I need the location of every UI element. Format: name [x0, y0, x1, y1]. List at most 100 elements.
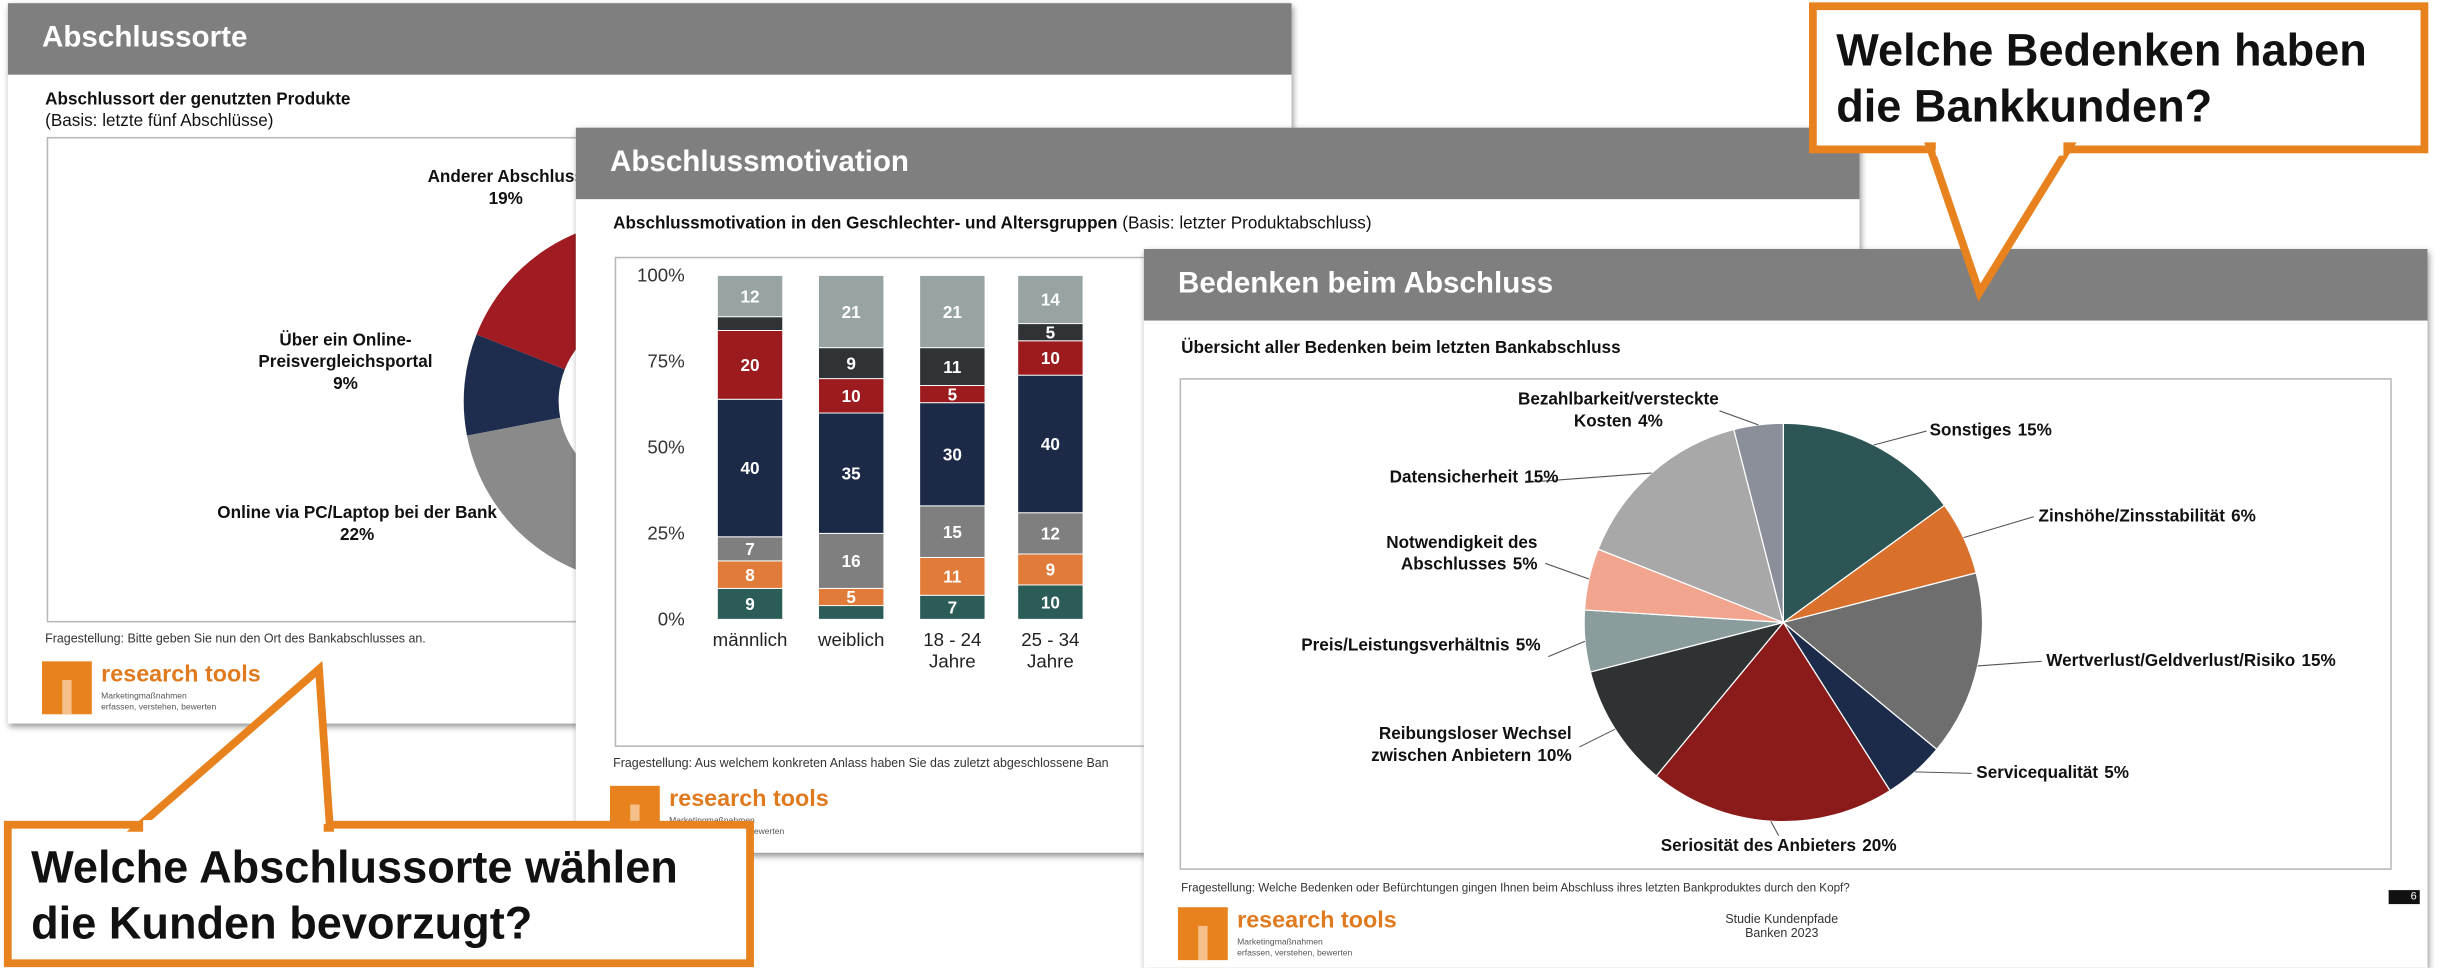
- bar-segment: [716, 536, 784, 562]
- bar-value-label: 7: [948, 599, 958, 618]
- bar-value-label: 5: [846, 588, 856, 607]
- bar-segment: [716, 560, 784, 589]
- data-label: Bezahlbarkeit/versteckte Kosten 4%: [1494, 389, 1743, 433]
- chart: [1524, 410, 2042, 836]
- label-category: Anderer Abschluss: [427, 168, 584, 187]
- x-tick-label: männlich: [703, 629, 796, 651]
- bar-value-label: 9: [1046, 561, 1056, 580]
- leader-line: [1719, 410, 1759, 426]
- slide-subtitle: Abschlussmotivation in den Geschlechter-…: [613, 215, 1371, 234]
- bar-value-label: 40: [1041, 435, 1060, 454]
- slide-header: Bedenken beim Abschluss: [1143, 248, 2428, 321]
- label-value: 19%: [488, 189, 523, 209]
- label-value: 15%: [2017, 421, 2052, 441]
- subtitle-main: Abschlussmotivation in den Geschlechter-…: [613, 214, 1118, 234]
- bar-value-label: 7: [745, 540, 755, 559]
- label-value: 15%: [2301, 652, 2336, 671]
- bar-value-label: 12: [1041, 525, 1060, 544]
- label-category: Reibungsloser Wechsel zwischen Anbietern: [1371, 725, 1572, 766]
- bar-segment: [919, 347, 986, 386]
- label-value: 5%: [1512, 555, 1538, 575]
- callout-tail: [126, 661, 335, 832]
- bar-segment: [919, 402, 986, 507]
- question: Fragestellung: Aus welchem konkreten Anl…: [613, 756, 1109, 771]
- bar-value-label: 9: [846, 354, 856, 373]
- study-name: Studie Kundenpfade: [1725, 911, 1839, 926]
- y-tick-label: 0%: [658, 609, 685, 630]
- page-number: 6: [2388, 890, 2420, 905]
- y-tick-label: 100%: [637, 265, 685, 286]
- label-category: Wertverlust/Geldverlust/Risiko: [2046, 652, 2296, 671]
- bar-value-label: 9: [745, 595, 755, 614]
- leader-line: [1579, 728, 1616, 748]
- callout-join: [1935, 140, 2064, 156]
- logo-icon: [42, 661, 92, 715]
- label-value: 4%: [1638, 412, 1663, 432]
- label-value: 20%: [1862, 837, 1897, 856]
- slide-title: Abschlussorte: [42, 21, 248, 55]
- y-tick-label: 25%: [647, 523, 684, 544]
- bar-value-label: 12: [741, 287, 760, 306]
- callout-text: die Kunden bevorzugt?: [31, 897, 532, 948]
- label-value: 15%: [1524, 468, 1559, 488]
- slide-title: Abschlussmotivation: [609, 146, 910, 179]
- bar-value-label: 21: [842, 303, 862, 322]
- data-label: Anderer Abschluss 19%: [405, 167, 607, 211]
- leader-line: [1770, 820, 1780, 836]
- bar-segment: [1017, 553, 1084, 586]
- bar-value-label: 40: [741, 459, 760, 478]
- bar-value-label: 5: [948, 385, 958, 404]
- bar-segment: [818, 378, 885, 414]
- leader-line: [1873, 430, 1927, 446]
- bar-value-label: 10: [842, 387, 861, 406]
- leader-line: [1977, 660, 2042, 667]
- data-label: Preis/Leistungsverhältnis 5%: [1276, 635, 1540, 657]
- bar-value-label: 16: [842, 552, 861, 571]
- bar-segment: [716, 329, 784, 400]
- logo-name: research tools: [101, 661, 261, 688]
- label-category: Bezahlbarkeit/versteckte Kosten: [1517, 390, 1719, 432]
- bar-segment: [716, 398, 784, 538]
- slide-basis: (Basis: letzte fünf Abschlüsse): [45, 112, 274, 131]
- label-value: 6%: [2231, 507, 2256, 526]
- data-label: Datensicherheit 15%: [1390, 467, 1559, 489]
- x-tick-label: 25 - 34 Jahre: [1004, 629, 1097, 673]
- label-value: 9%: [333, 375, 358, 394]
- pie-slice: [1589, 621, 1786, 777]
- data-label: Über ein Online-Preisvergleichsportal 9%: [237, 330, 455, 395]
- category: männlich: [712, 628, 788, 651]
- bar-segment: [919, 505, 986, 558]
- bar-value-label: 30: [943, 445, 962, 464]
- data-label: Reibungsloser Wechsel zwischen Anbietern…: [1338, 724, 1572, 768]
- label-category: Über ein Online-Preisvergleichsportal: [258, 331, 433, 372]
- callout-box: [1808, 2, 2429, 154]
- leader-line: [1963, 516, 2035, 539]
- bar-segment: [1017, 274, 1084, 325]
- slide: Bedenken beim Abschluss Übersicht aller …: [1143, 248, 2428, 968]
- bar-value-label: 10: [1041, 349, 1060, 368]
- data-label: Seriosität des Anbieters 20%: [1623, 836, 1934, 858]
- bar-value-label: 11: [943, 358, 962, 377]
- logo-tagline: Marketingmaßnahmen: [101, 692, 187, 702]
- y-tick-label: 75%: [647, 351, 684, 372]
- y-tick-label: 50%: [647, 437, 684, 458]
- logo-icon: [1177, 907, 1228, 961]
- bar-value-label: 20: [741, 356, 760, 375]
- label-category: Preis/Leistungsverhältnis: [1301, 636, 1510, 656]
- pie-slice: [1733, 422, 1784, 623]
- study-edition: Banken 2023: [1745, 925, 1819, 940]
- leader-line: [1915, 771, 1972, 774]
- bar-value-label: 21: [943, 303, 963, 322]
- bar-segment: [716, 587, 784, 620]
- pie-slice: [1597, 428, 1785, 624]
- bar-segment: [818, 532, 885, 589]
- label-category: Servicequalität: [1976, 764, 2099, 783]
- label-value: 10%: [1537, 746, 1572, 766]
- question: Fragestellung: Welche Bedenken oder Befü…: [1181, 880, 1850, 895]
- bar-segment: [919, 274, 986, 349]
- label-value: 5%: [2104, 764, 2130, 783]
